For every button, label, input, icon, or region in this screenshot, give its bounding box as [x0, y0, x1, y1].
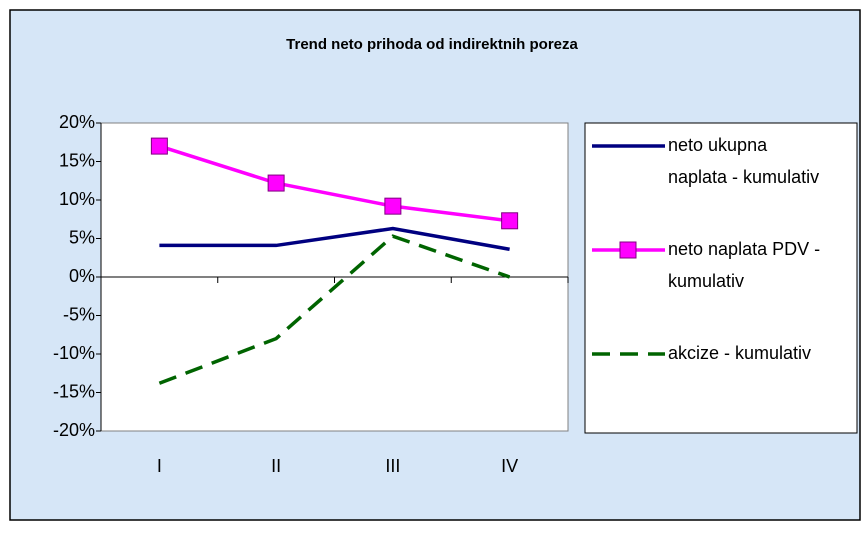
- legend-line: neto ukupna: [668, 135, 768, 155]
- y-tick-label: 10%: [59, 189, 95, 209]
- y-tick-label: 15%: [59, 150, 95, 170]
- legend-line: akcize - kumulativ: [668, 343, 811, 363]
- y-tick-label: 5%: [69, 227, 95, 247]
- y-tick-label: 20%: [59, 112, 95, 132]
- y-tick-label: -20%: [53, 420, 95, 440]
- series-line: [158, 144, 510, 223]
- marker: [150, 137, 168, 155]
- y-tick-label: -10%: [53, 343, 95, 363]
- x-tick-label: IV: [501, 456, 518, 476]
- marker: [384, 197, 402, 215]
- marker: [501, 212, 519, 230]
- legend-line: kumulativ: [668, 271, 744, 291]
- legend-line: neto naplata PDV -: [668, 239, 820, 259]
- legend-marker: [619, 241, 637, 259]
- legend-line: naplata - kumulativ: [668, 167, 819, 187]
- legend-label: neto ukupna naplata - kumulativ: [668, 135, 819, 187]
- series-line: [159, 226, 510, 252]
- y-tick-label: -5%: [63, 304, 95, 324]
- y-tick-label: -15%: [53, 381, 95, 401]
- x-tick-label: II: [271, 456, 281, 476]
- marker: [267, 174, 285, 192]
- legend-box: [584, 122, 858, 434]
- x-tick-label: III: [385, 456, 400, 476]
- y-tick-label: 0%: [69, 266, 95, 286]
- legend-label: akcize - kumulativ: [668, 343, 811, 363]
- chart-title: Trend neto prihoda od indirektnih poreza: [286, 36, 578, 53]
- legend-label: neto naplata PDV - kumulativ: [668, 239, 820, 291]
- series-line: [158, 234, 511, 385]
- x-tick-label: I: [157, 456, 162, 476]
